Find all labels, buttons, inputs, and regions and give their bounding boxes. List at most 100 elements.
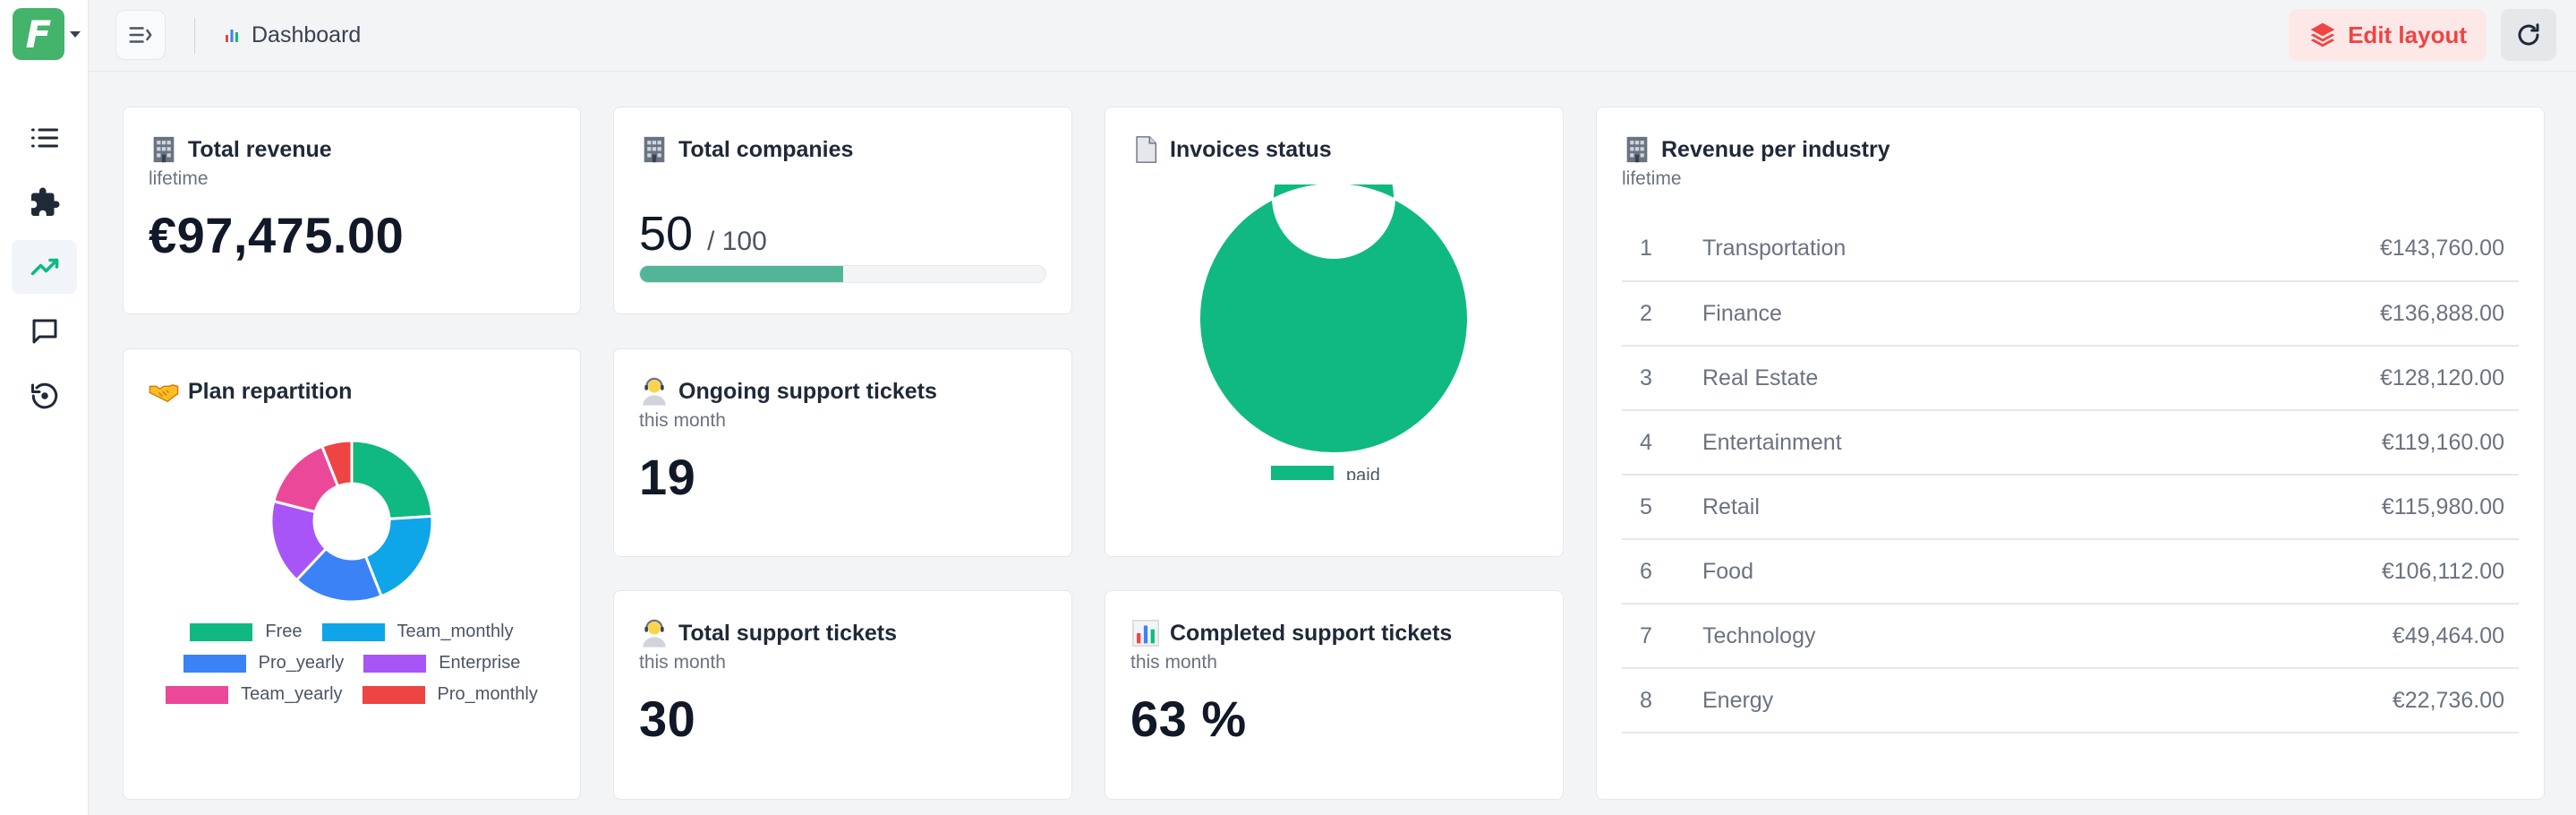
card-header: Completed support tickets — [1130, 618, 1538, 648]
rank-cell: 5 — [1622, 475, 1702, 540]
list-icon — [30, 128, 58, 148]
sidebar-item-messages[interactable] — [12, 305, 77, 358]
invoices-donut-chart: paid — [1198, 184, 1469, 480]
revenue-cell: €136,888.00 — [2117, 281, 2519, 347]
refresh-button[interactable] — [2501, 9, 2556, 61]
chevron-down-icon — [70, 30, 81, 38]
history-icon — [30, 382, 57, 409]
plan-legend-item[interactable]: Enterprise — [363, 653, 520, 673]
plan-repartition-card: Plan repartition Free Team_monthly Pro_yea… — [123, 348, 581, 800]
ongoing-tickets-card: Ongoing support tickets this month 19 — [613, 348, 1072, 557]
support-agent-icon — [643, 619, 666, 648]
card-header: Invoices status — [1130, 134, 1538, 165]
ongoing-tickets-value: 19 — [639, 449, 696, 505]
legend-swatch — [362, 685, 425, 704]
invoices-status-card: Invoices status paid — [1105, 107, 1564, 557]
sidebar-toggle-button[interactable] — [115, 10, 166, 60]
sidebar-item-dashboard[interactable] — [12, 240, 77, 294]
sidebar-item-list[interactable] — [12, 111, 77, 165]
revenue-per-industry-card: Revenue per industry lifetime 1 Transport… — [1596, 107, 2545, 800]
edit-layout-label: Edit layout — [2348, 21, 2467, 48]
completed-tickets-card: Completed support tickets this month 63 … — [1105, 590, 1564, 800]
chat-icon — [32, 319, 56, 344]
rank-cell: 8 — [1622, 668, 1702, 734]
card-subtitle: this month — [1130, 652, 1217, 673]
workspace-switcher[interactable]: F — [13, 7, 84, 61]
legend-label: Pro_yearly — [258, 653, 345, 673]
rank-cell: 7 — [1622, 604, 1702, 669]
plan-legend-item[interactable]: Pro_yearly — [183, 653, 345, 673]
industry-cell: Retail — [1702, 475, 2118, 540]
plan-donut-chart — [269, 439, 434, 604]
office-building-icon — [1626, 136, 1648, 163]
revenue-cell: €49,464.00 — [2117, 604, 2519, 669]
industry-cell: Transportation — [1702, 217, 2118, 282]
card-title: Total support tickets — [678, 620, 898, 646]
rank-cell: 6 — [1622, 539, 1702, 605]
card-title: Invoices status — [1170, 136, 1332, 162]
sidebar-item-integrations[interactable] — [12, 176, 77, 229]
legend-label: Team_monthly — [397, 622, 514, 641]
legend-swatch — [166, 685, 229, 704]
refresh-icon — [2518, 23, 2539, 46]
plan-legend-item[interactable]: Team_monthly — [321, 622, 514, 642]
progress-readout: 50 / 100 — [639, 206, 1046, 262]
card-title: Completed support tickets — [1170, 620, 1453, 646]
revenue-cell: €143,760.00 — [2117, 217, 2519, 282]
companies-count: 50 — [639, 207, 694, 261]
plan-slice-team-monthly[interactable] — [363, 514, 434, 598]
document-icon — [1136, 136, 1157, 163]
revenue-cell: €128,120.00 — [2117, 346, 2519, 411]
invoices-slice-paid[interactable] — [1198, 184, 1469, 454]
plan-slice-free[interactable] — [350, 439, 434, 520]
card-header: Total support tickets — [639, 618, 1046, 648]
plan-slice-pro-monthly[interactable] — [320, 439, 354, 488]
card-header: Total revenue — [149, 134, 555, 165]
sidebar-item-history[interactable] — [12, 369, 77, 423]
handshake-icon — [149, 384, 179, 403]
invoices-legend-item[interactable]: paid — [1271, 466, 1380, 480]
industry-cell: Energy — [1702, 668, 2118, 734]
table-row: 3 Real Estate €128,120.00 — [1622, 346, 2519, 411]
industry-cell: Entertainment — [1702, 410, 2118, 476]
legend-swatch — [183, 654, 246, 673]
office-building-icon — [644, 136, 665, 163]
revenue-cell: €22,736.00 — [2117, 668, 2519, 734]
plan-legend-item[interactable]: Free — [190, 622, 303, 642]
legend-label: paid — [1346, 466, 1380, 480]
completed-tickets-value: 63 % — [1130, 691, 1247, 747]
card-title: Revenue per industry — [1661, 136, 1890, 162]
industry-ranking-table: 1 Transportation €143,760.00 2 Finance €136,… — [1622, 217, 2519, 734]
support-agent-icon — [643, 377, 666, 406]
top-bar: Dashboard Edit layout — [89, 0, 2576, 72]
progress-bar — [639, 265, 1046, 283]
industry-cell: Food — [1702, 539, 2118, 605]
plan-legend-item[interactable]: Team_yearly — [166, 684, 343, 705]
card-header: Plan repartition — [149, 376, 555, 407]
rank-cell: 2 — [1622, 281, 1702, 347]
legend-label: Pro_monthly — [437, 684, 538, 704]
table-row: 5 Retail €115,980.00 — [1622, 475, 2519, 540]
plan-legend-item[interactable]: Pro_monthly — [362, 684, 538, 705]
card-header: Total companies — [639, 134, 1046, 165]
table-row: 6 Food €106,112.00 — [1622, 539, 2519, 605]
revenue-cell: €115,980.00 — [2117, 475, 2519, 540]
total-tickets-value: 30 — [639, 691, 696, 747]
bar-chart-icon — [1132, 620, 1159, 647]
table-row: 7 Technology €49,464.00 — [1622, 604, 2519, 669]
page-title: Dashboard — [221, 0, 361, 70]
total-companies-card: Total companies 50 / 100 — [613, 107, 1072, 314]
edit-layout-button[interactable]: Edit layout — [2289, 9, 2486, 61]
bar-chart-icon — [223, 26, 241, 44]
industry-cell: Finance — [1702, 281, 2118, 347]
puzzle-icon — [30, 187, 59, 216]
plan-legend: Free Team_monthly Pro_yearly Enterprise Team… — [149, 622, 555, 705]
layers-icon — [2310, 22, 2335, 47]
office-building-icon — [153, 136, 175, 163]
table-row: 1 Transportation €143,760.00 — [1622, 217, 2519, 282]
legend-label: Enterprise — [439, 653, 521, 673]
legend-swatch — [1271, 466, 1334, 480]
rank-cell: 1 — [1622, 217, 1702, 282]
progress-fill — [640, 266, 843, 282]
companies-limit: / 100 — [707, 227, 767, 256]
